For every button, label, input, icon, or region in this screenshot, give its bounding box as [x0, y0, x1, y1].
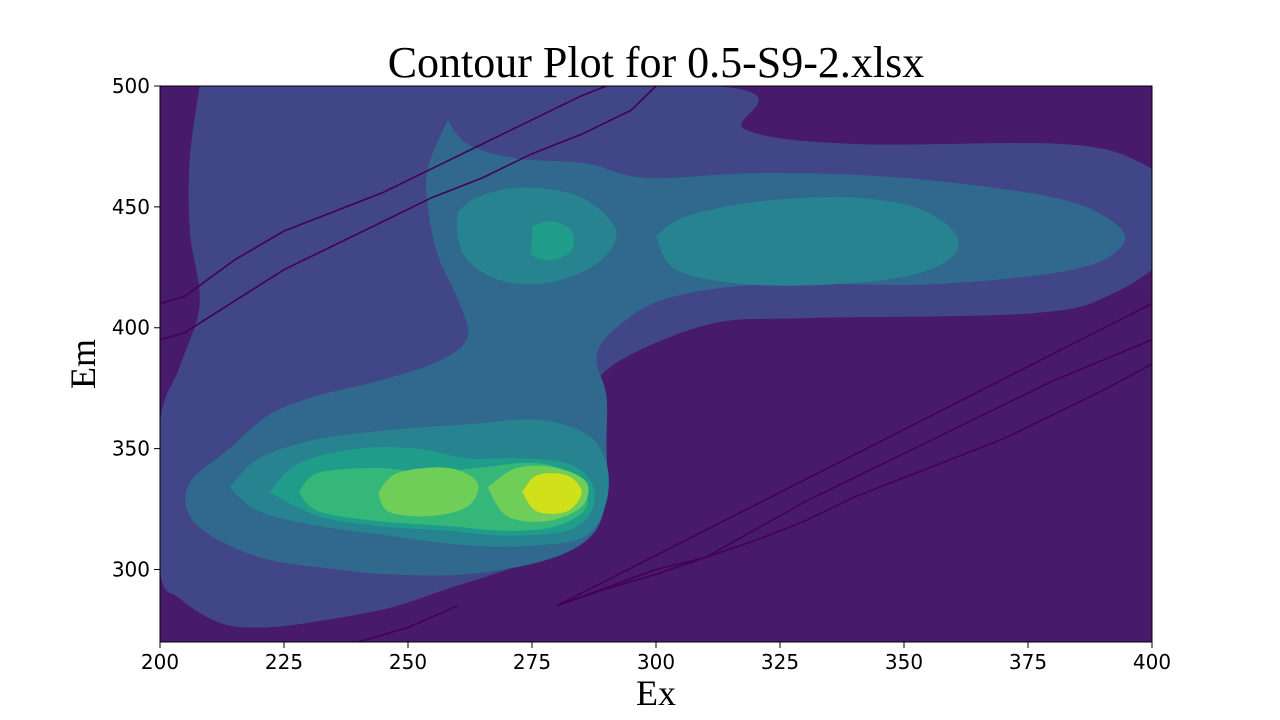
- x-tick-label: 275: [513, 650, 551, 674]
- plot-area: [160, 86, 1152, 642]
- y-tick-label: 500: [112, 74, 150, 98]
- x-tick-label: 325: [761, 650, 799, 674]
- x-axis-label: Ex: [636, 673, 676, 713]
- y-axis: 300 350 400 450 500: [112, 74, 160, 581]
- y-tick-label: 350: [112, 437, 150, 461]
- contour-level-4-region-1: [530, 221, 575, 261]
- y-tick-label: 300: [112, 557, 150, 581]
- x-tick-label: 400: [1133, 650, 1171, 674]
- contour-line-6: [556, 302, 1152, 607]
- x-tick-label: 375: [1009, 650, 1047, 674]
- x-tick-label: 250: [389, 650, 427, 674]
- x-tick-label: 225: [265, 650, 303, 674]
- contour-line-5: [556, 339, 1152, 607]
- x-tick-label: 300: [637, 650, 675, 674]
- x-tick-label: 200: [141, 650, 179, 674]
- contour-level-3-region-2: [656, 197, 959, 286]
- filled-contours: [160, 86, 1152, 628]
- y-tick-label: 450: [112, 195, 150, 219]
- y-tick-label: 400: [112, 316, 150, 340]
- chart-title: Contour Plot for 0.5-S9-2.xlsx: [388, 38, 925, 87]
- x-axis: 200 225 250 275 300 325 350 375 400: [141, 642, 1171, 674]
- contour-level-7-region-1: [522, 473, 582, 514]
- contour-line-1: [160, 86, 607, 305]
- contour-line-2: [160, 86, 657, 341]
- y-axis-label: Em: [63, 339, 103, 389]
- contour-level-6-region-1: [378, 467, 479, 517]
- contour-line-3: [358, 604, 458, 642]
- x-tick-label: 350: [885, 650, 923, 674]
- line-contours: [160, 86, 1152, 642]
